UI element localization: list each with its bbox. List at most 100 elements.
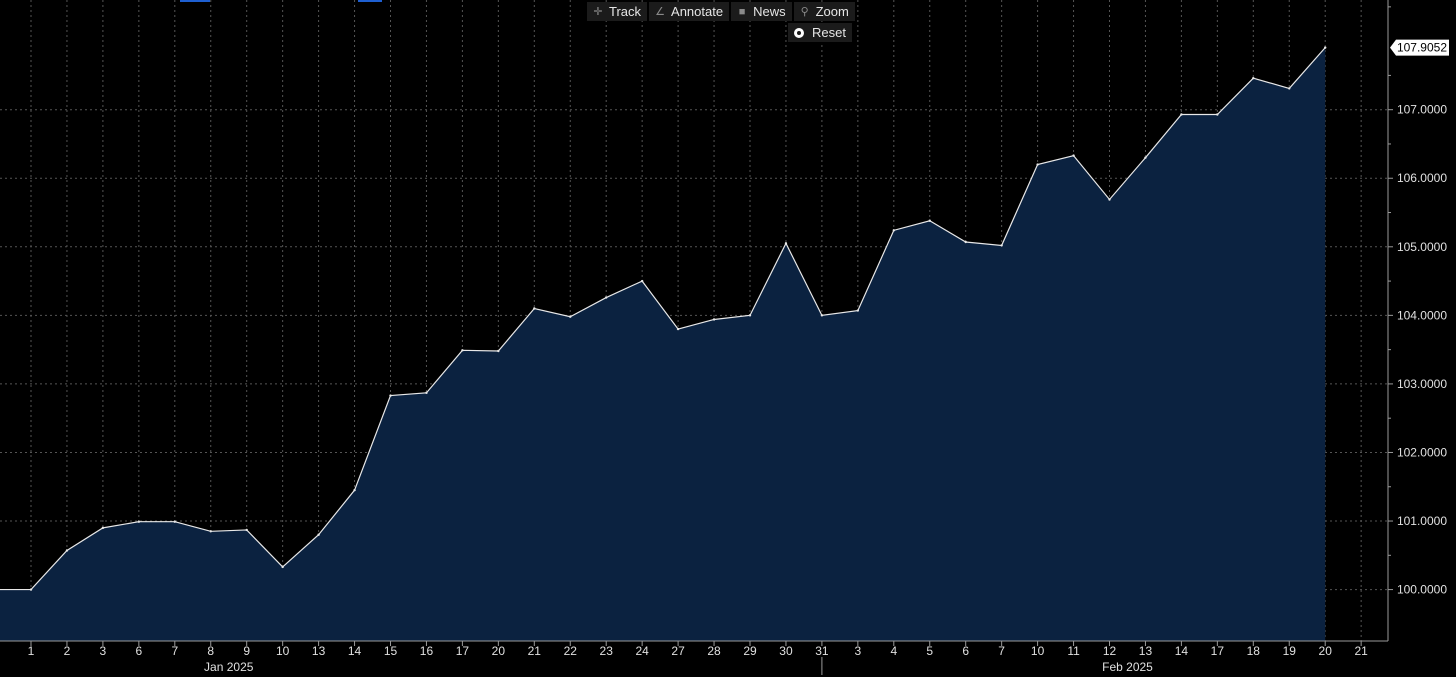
series-point [784,242,788,245]
series-point [389,394,392,397]
series-point [569,315,572,318]
series-point [1288,87,1291,90]
x-tick-label: 20 [492,644,506,658]
series-point [640,279,644,283]
x-tick-label: 31 [815,644,829,658]
series-point [1324,46,1327,49]
track-button[interactable]: ✛ Track [587,2,648,21]
series-point [676,327,680,331]
x-tick-label: 24 [635,644,649,658]
x-tick-label: 17 [456,644,470,658]
series-point [173,520,176,523]
x-tick-label: 8 [207,644,214,658]
x-tick-label: 6 [962,644,969,658]
last-value-label: 107.9052 [1397,41,1447,55]
series-point [281,565,284,569]
x-tick-label: 17 [1211,644,1225,658]
x-tick-label: 10 [1031,644,1045,658]
news-icon: ■ [738,5,746,18]
chart-toolbar: ✛ Track ∠ Annotate ■ News ⚲ Zoom [587,2,855,21]
series-point [461,349,464,352]
x-tick-label: 21 [1354,644,1368,658]
series-point [1108,198,1111,201]
y-tick-label: 103.0000 [1397,377,1447,391]
series-line [0,47,1326,591]
series-point [748,314,752,317]
month-label: Jan 2025 [204,660,254,674]
series-point [353,488,356,492]
x-tick-label: 7 [998,644,1005,658]
x-tick-label: 3 [100,644,107,658]
accent-bar-1 [180,0,210,2]
news-button[interactable]: ■ News [731,2,792,21]
x-tick-label: 12 [1103,644,1117,658]
x-tick-label: 5 [926,644,933,658]
month-label: Feb 2025 [1102,660,1153,674]
series-point [928,219,931,222]
y-tick-label: 105.0000 [1397,240,1447,254]
series-point [1216,113,1219,116]
y-tick-label: 100.0000 [1397,583,1447,597]
y-tick-label: 102.0000 [1397,445,1447,459]
area-layer [0,46,1327,641]
news-label: News [753,4,786,19]
zoom-button[interactable]: ⚲ Zoom [793,2,855,21]
last-value-box [1390,39,1449,56]
series-point [964,240,967,244]
series-point [101,526,105,530]
x-tick-label: 21 [528,644,542,658]
x-tick-label: 2 [64,644,71,658]
x-tick-label: 7 [171,644,178,658]
series-point [209,530,212,533]
annotate-button[interactable]: ∠ Annotate [649,2,730,21]
x-tick-label: 4 [890,644,897,658]
x-tick-label: 28 [707,644,721,658]
x-tick-label: 14 [1175,644,1189,658]
series-point [892,229,895,232]
series-point [1252,76,1255,80]
series-area [0,47,1326,641]
x-tick-label: 19 [1283,644,1297,658]
x-tick-label: 11 [1067,644,1080,658]
series-point [425,391,428,395]
x-tick-label: 20 [1319,644,1333,658]
magnifier-icon: ⚲ [800,6,809,18]
series-point [1000,244,1003,247]
x-tick-label: 23 [600,644,614,658]
series-point [29,588,33,591]
x-tick-label: 6 [136,644,143,658]
pencil-icon: ∠ [655,6,665,18]
annotate-label: Annotate [671,4,724,19]
y-tick-label: 101.0000 [1397,514,1447,528]
y-tick-label: 107.0000 [1397,103,1447,117]
series-point [820,314,824,317]
x-tick-label: 13 [312,644,326,658]
x-tick-label: 14 [348,644,362,658]
series-point [712,318,716,321]
x-tick-label: 15 [384,644,398,658]
series-point [856,309,860,312]
series-point [317,533,320,536]
x-tick-label: 10 [276,644,290,658]
y-tick-label: 104.0000 [1397,308,1447,322]
series-point [1180,113,1183,116]
zoom-label: Zoom [815,4,849,19]
series-point [245,528,248,532]
x-tick-label: 13 [1139,644,1153,658]
x-tick-label: 30 [779,644,793,658]
x-tick-label: 3 [855,644,862,658]
x-tick-label: 29 [743,644,757,658]
series-point [137,520,141,523]
x-tick-label: 27 [671,644,685,658]
accent-bar-2 [358,0,382,2]
reset-button[interactable]: Reset [788,23,852,42]
series-point [605,296,608,299]
x-tick-label: 22 [564,644,578,658]
series-point [1036,163,1039,166]
radio-icon [794,27,804,38]
y-tick-label: 106.0000 [1397,171,1447,185]
reset-label: Reset [812,25,846,40]
series-point [533,307,536,310]
